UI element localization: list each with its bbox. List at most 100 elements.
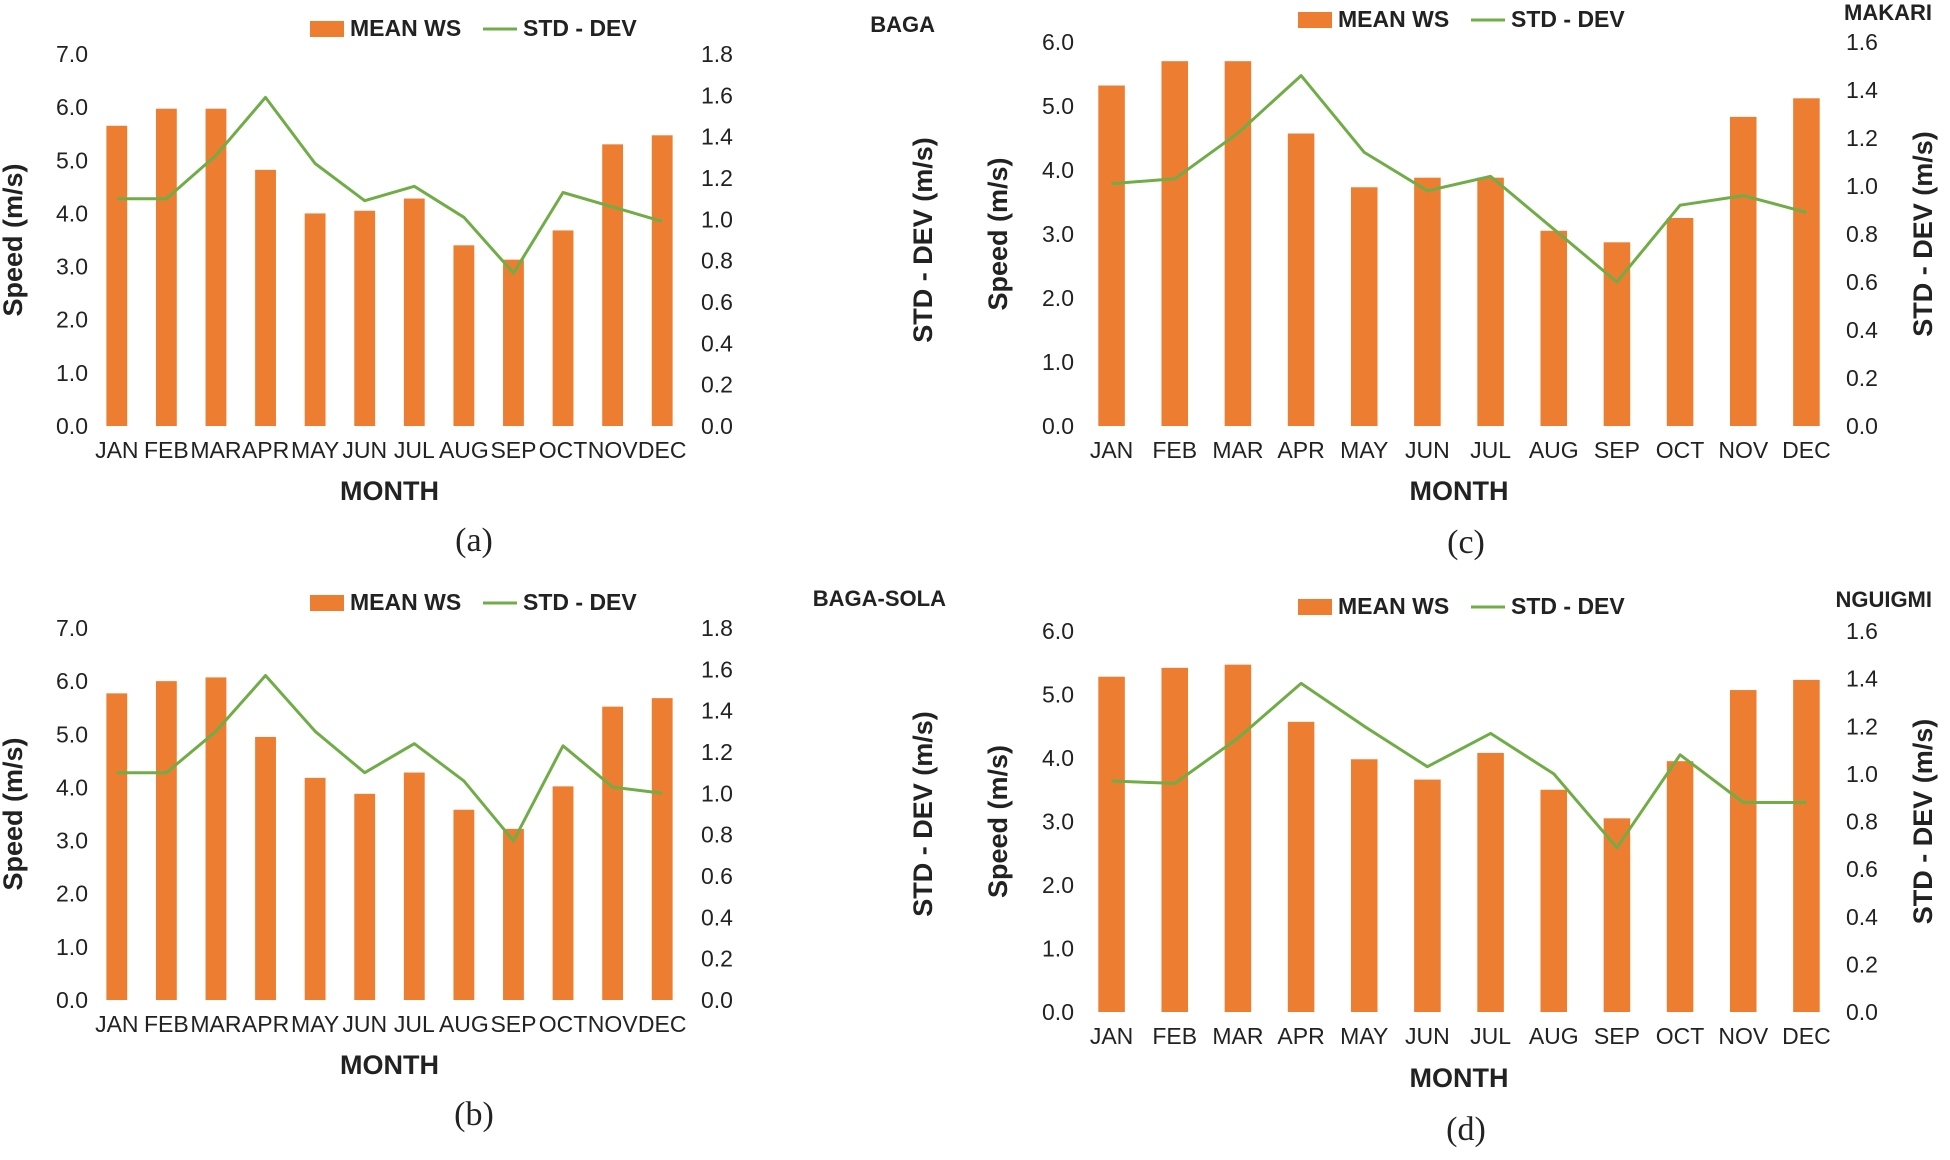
x-tick-label: APR bbox=[242, 1011, 289, 1037]
bar-mean-ws bbox=[1350, 187, 1378, 426]
y2-axis-title: STD - DEV (m/s) bbox=[1908, 131, 1938, 337]
x-tick-label: AUG bbox=[439, 437, 489, 463]
panel-caption: (b) bbox=[454, 1096, 494, 1133]
bar-mean-ws bbox=[602, 706, 624, 1000]
y2-tick-label: 0.0 bbox=[1846, 999, 1878, 1025]
bar-mean-ws bbox=[602, 144, 624, 427]
bar-mean-ws bbox=[503, 259, 524, 426]
y-axis-title: Speed (m/s) bbox=[983, 157, 1013, 310]
y2-tick-label: 0.2 bbox=[1846, 951, 1878, 977]
y2-tick-label: 0.6 bbox=[701, 289, 733, 315]
bar-mean-ws bbox=[1603, 818, 1631, 1012]
legend-swatch-mean-ws bbox=[1298, 599, 1332, 615]
bar-mean-ws bbox=[155, 108, 177, 426]
y2-tick-label: 0.0 bbox=[701, 413, 733, 439]
x-tick-label: MAR bbox=[1212, 437, 1263, 463]
y2-tick-label: 0.4 bbox=[1846, 317, 1878, 343]
x-tick-label: AUG bbox=[1529, 437, 1579, 463]
bar-mean-ws bbox=[1666, 761, 1694, 1012]
y-tick-label: 6.0 bbox=[56, 94, 88, 120]
x-tick-label: JUN bbox=[1405, 1023, 1450, 1049]
y2-tick-label: 1.0 bbox=[1846, 173, 1878, 199]
x-tick-label: MAY bbox=[291, 437, 339, 463]
x-tick-label: JUL bbox=[394, 437, 435, 463]
bar-mean-ws bbox=[1414, 779, 1441, 1012]
panel-caption: (c) bbox=[1447, 524, 1485, 561]
legend-label-mean-ws: MEAN WS bbox=[1338, 593, 1449, 619]
y-tick-label: 5.0 bbox=[1042, 93, 1074, 119]
legend-label-std-dev: STD - DEV bbox=[523, 15, 637, 41]
panel-caption: (d) bbox=[1446, 1111, 1486, 1148]
y2-axis-title: STD - DEV (m/s) bbox=[1908, 719, 1938, 925]
bar-mean-ws bbox=[1414, 177, 1441, 426]
bar-mean-ws bbox=[1477, 177, 1504, 426]
bar-mean-ws bbox=[255, 169, 276, 426]
y2-tick-label: 0.2 bbox=[701, 946, 733, 972]
bar-mean-ws bbox=[1161, 61, 1189, 426]
line-std-dev bbox=[1111, 681, 1807, 850]
y-axis-title: Speed (m/s) bbox=[983, 745, 1013, 898]
legend-label-std-dev: STD - DEV bbox=[523, 589, 637, 615]
bar-mean-ws bbox=[205, 677, 227, 1000]
x-tick-label: AUG bbox=[439, 1011, 489, 1037]
y2-tick-label: 0.8 bbox=[701, 822, 733, 848]
bar-mean-ws bbox=[552, 230, 574, 426]
x-tick-label: JAN bbox=[95, 437, 138, 463]
y2-tick-label: 1.8 bbox=[701, 615, 733, 641]
y-tick-label: 4.0 bbox=[56, 774, 88, 800]
y-tick-label: 4.0 bbox=[56, 200, 88, 226]
x-tick-label: OCT bbox=[1656, 437, 1705, 463]
x-tick-label: MAR bbox=[1212, 1023, 1263, 1049]
x-tick-label: MAY bbox=[1340, 437, 1388, 463]
legend-label-mean-ws: MEAN WS bbox=[1338, 6, 1449, 32]
x-tick-label: AUG bbox=[1529, 1023, 1579, 1049]
x-tick-label: OCT bbox=[539, 437, 588, 463]
y2-tick-label: 0.4 bbox=[701, 330, 733, 356]
y2-tick-label: 1.8 bbox=[701, 41, 733, 67]
y2-tick-label: 0.0 bbox=[701, 987, 733, 1013]
y2-tick-label: 1.4 bbox=[1846, 666, 1878, 692]
y2-tick-label: 0.6 bbox=[701, 863, 733, 889]
x-tick-label: MAY bbox=[291, 1011, 339, 1037]
x-tick-label: APR bbox=[242, 437, 289, 463]
x-axis-title: MONTH bbox=[1410, 476, 1509, 506]
x-tick-label: DEC bbox=[1782, 437, 1831, 463]
line-std-dev bbox=[116, 674, 663, 843]
y2-tick-label: 1.2 bbox=[701, 739, 733, 765]
station-label: BAGA bbox=[870, 12, 935, 37]
x-tick-label: NOV bbox=[588, 437, 639, 463]
y2-tick-label: 1.0 bbox=[1846, 761, 1878, 787]
y2-tick-label: 1.2 bbox=[1846, 125, 1878, 151]
y-tick-label: 5.0 bbox=[1042, 682, 1074, 708]
x-tick-label: SEP bbox=[490, 1011, 536, 1037]
x-tick-label: DEC bbox=[638, 437, 687, 463]
x-tick-label: FEB bbox=[144, 437, 189, 463]
y-tick-label: 2.0 bbox=[1042, 285, 1074, 311]
x-tick-label: MAR bbox=[190, 437, 241, 463]
y-tick-label: 1.0 bbox=[1042, 349, 1074, 375]
y2-tick-label: 0.4 bbox=[701, 904, 733, 930]
legend-label-std-dev: STD - DEV bbox=[1511, 6, 1625, 32]
y-tick-label: 1.0 bbox=[56, 934, 88, 960]
legend-label-mean-ws: MEAN WS bbox=[350, 589, 461, 615]
y-tick-label: 5.0 bbox=[56, 147, 88, 173]
x-tick-label: FEB bbox=[1152, 1023, 1197, 1049]
y-axis-title: Speed (m/s) bbox=[0, 737, 28, 890]
x-tick-label: NOV bbox=[588, 1011, 639, 1037]
legend-swatch-mean-ws bbox=[310, 595, 344, 611]
x-axis-title: MONTH bbox=[1410, 1063, 1509, 1093]
y2-tick-label: 0.8 bbox=[701, 248, 733, 274]
bar-mean-ws bbox=[403, 772, 425, 1000]
bar-mean-ws bbox=[651, 135, 673, 426]
y2-tick-label: 0.0 bbox=[1846, 413, 1878, 439]
y-tick-label: 2.0 bbox=[1042, 872, 1074, 898]
y-tick-label: 4.0 bbox=[1042, 157, 1074, 183]
x-tick-label: JUN bbox=[342, 1011, 387, 1037]
bar-mean-ws bbox=[1098, 85, 1125, 427]
bar-mean-ws bbox=[1287, 133, 1315, 426]
y2-tick-label: 0.4 bbox=[1846, 904, 1878, 930]
x-tick-label: NOV bbox=[1718, 1023, 1769, 1049]
y-tick-label: 5.0 bbox=[56, 721, 88, 747]
y2-tick-label: 0.8 bbox=[1846, 809, 1878, 835]
x-tick-label: SEP bbox=[1594, 437, 1640, 463]
